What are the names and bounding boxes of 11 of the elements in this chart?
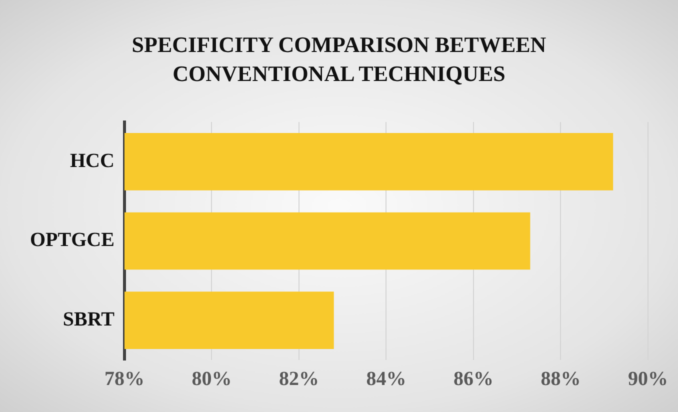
chart-title: SPECIFICITY COMPARISON BETWEEN CONVENTIONAL TECHNIQUES [130, 31, 548, 88]
x-tick-label: 90% [628, 368, 668, 390]
x-tick-label: 84% [366, 368, 406, 390]
y-tick-label: HCC [70, 150, 114, 172]
x-tick-label: 80% [192, 368, 232, 390]
x-tick-label: 82% [278, 368, 319, 390]
y-tick-label: OPTGCE [30, 229, 114, 252]
x-tick-label: 86% [453, 368, 494, 390]
x-tick-label: 78% [104, 368, 144, 390]
x-tick-label: 88% [540, 368, 581, 390]
y-tick-label: SBRT [62, 308, 116, 331]
